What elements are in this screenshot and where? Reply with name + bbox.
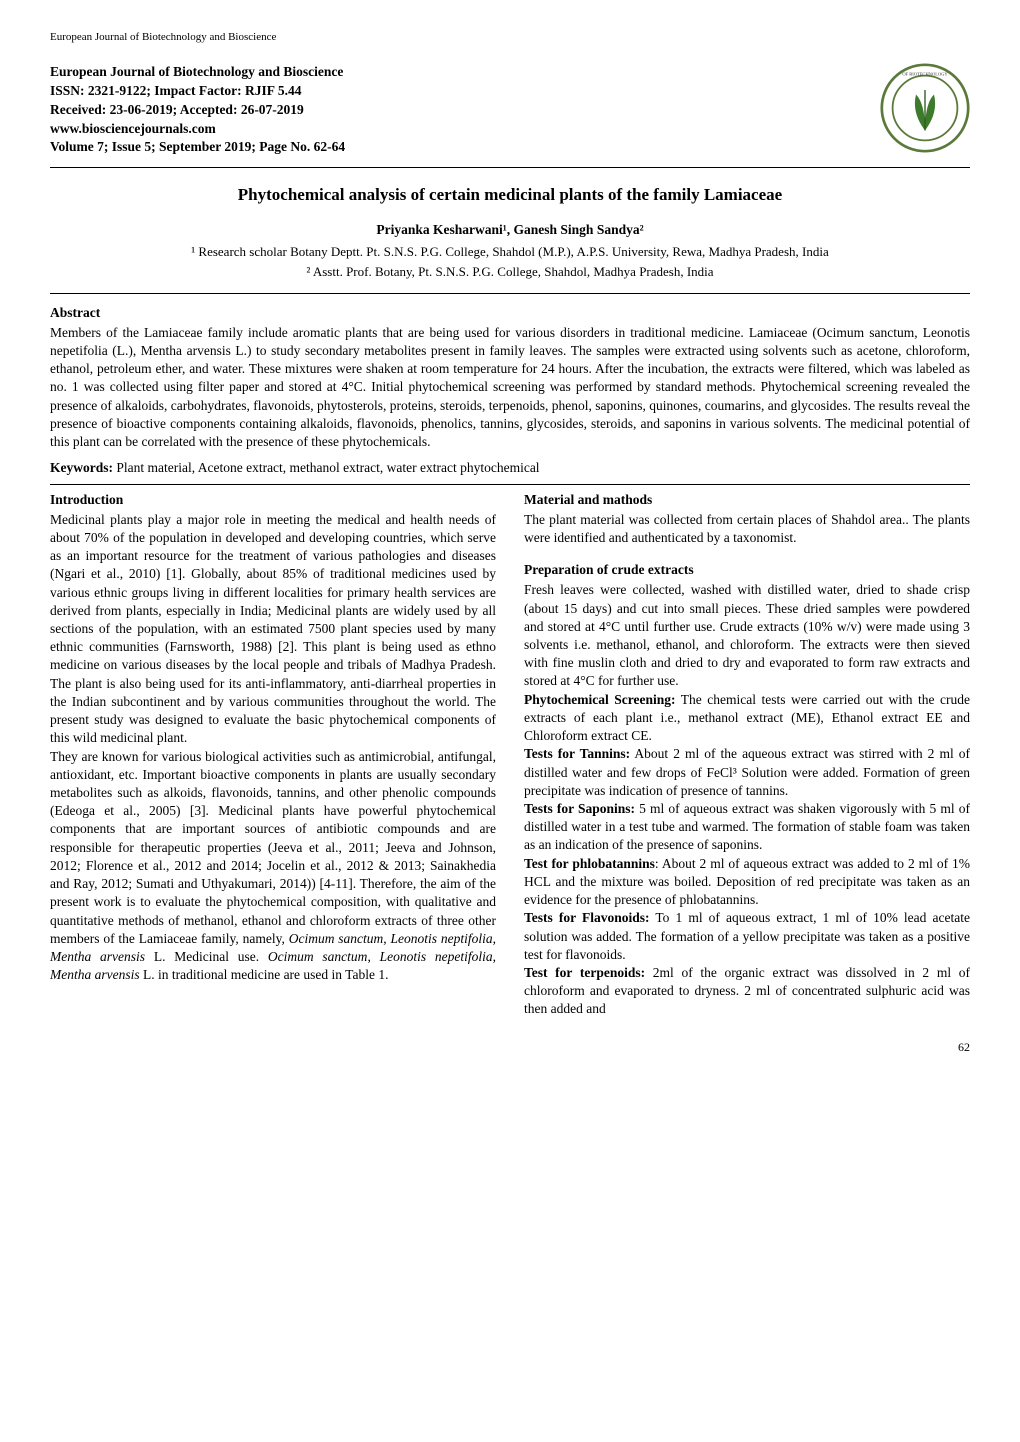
- terpenoids-test: Test for terpenoids: 2ml of the organic …: [524, 964, 970, 1019]
- abstract-body: Members of the Lamiaceae family include …: [50, 324, 970, 452]
- left-column: Introduction Medicinal plants play a maj…: [50, 491, 496, 1019]
- tannins-test: Tests for Tannins: About 2 ml of the aqu…: [524, 745, 970, 800]
- tannins-head: Tests for Tannins:: [524, 746, 630, 761]
- introduction-heading: Introduction: [50, 491, 496, 509]
- article-title: Phytochemical analysis of certain medici…: [50, 184, 970, 207]
- intro-para-1: Medicinal plants play a major role in me…: [50, 511, 496, 748]
- materials-text: The plant material was collected from ce…: [524, 511, 970, 547]
- divider: [50, 293, 970, 294]
- phyto-head: Phytochemical Screening:: [524, 692, 676, 707]
- keywords-label: Keywords:: [50, 460, 113, 475]
- journal-issue: Volume 7; Issue 5; September 2019; Page …: [50, 138, 345, 157]
- journal-issn: ISSN: 2321-9122; Impact Factor: RJIF 5.4…: [50, 82, 345, 101]
- preparation-text: Fresh leaves were collected, washed with…: [524, 581, 970, 690]
- authors: Priyanka Kesharwani¹, Ganesh Singh Sandy…: [50, 221, 970, 239]
- divider: [50, 167, 970, 168]
- materials-heading: Material and mathods: [524, 491, 970, 509]
- saponins-head: Tests for Saponins:: [524, 801, 635, 816]
- preparation-heading: Preparation of crude extracts: [524, 561, 970, 579]
- journal-info: European Journal of Biotechnology and Bi…: [50, 63, 345, 157]
- svg-text:OF BIOTECHNOLOGY: OF BIOTECHNOLOGY: [902, 71, 948, 76]
- flavonoids-test: Tests for Flavonoids: To 1 ml of aqueous…: [524, 909, 970, 964]
- journal-url: www.biosciencejournals.com: [50, 120, 345, 139]
- keywords-text: Plant material, Acetone extract, methano…: [113, 460, 540, 475]
- page-number: 62: [50, 1039, 970, 1055]
- journal-logo: OF BIOTECHNOLOGY: [880, 63, 970, 153]
- affiliation-2: ² Asstt. Prof. Botany, Pt. S.N.S. P.G. C…: [50, 263, 970, 281]
- flav-head: Tests for Flavonoids:: [524, 910, 649, 925]
- terp-head: Test for terpenoids:: [524, 965, 645, 980]
- body-columns: Introduction Medicinal plants play a maj…: [50, 491, 970, 1019]
- saponins-test: Tests for Saponins: 5 ml of aqueous extr…: [524, 800, 970, 855]
- journal-name: European Journal of Biotechnology and Bi…: [50, 63, 345, 82]
- running-header: European Journal of Biotechnology and Bi…: [50, 30, 970, 45]
- right-column: Material and mathods The plant material …: [524, 491, 970, 1019]
- journal-header-block: European Journal of Biotechnology and Bi…: [50, 63, 970, 157]
- keywords: Keywords: Plant material, Acetone extrac…: [50, 459, 970, 477]
- journal-dates: Received: 23-06-2019; Accepted: 26-07-20…: [50, 101, 345, 120]
- affiliation-1: ¹ Research scholar Botany Deptt. Pt. S.N…: [50, 243, 970, 261]
- abstract-heading: Abstract: [50, 304, 970, 322]
- intro-para-2: They are known for various biological ac…: [50, 748, 496, 985]
- phyto-screening: Phytochemical Screening: The chemical te…: [524, 691, 970, 746]
- phlobatannins-test: Test for phlobatannins: About 2 ml of aq…: [524, 855, 970, 910]
- phlob-head: Test for phlobatannins: [524, 856, 655, 871]
- divider: [50, 484, 970, 485]
